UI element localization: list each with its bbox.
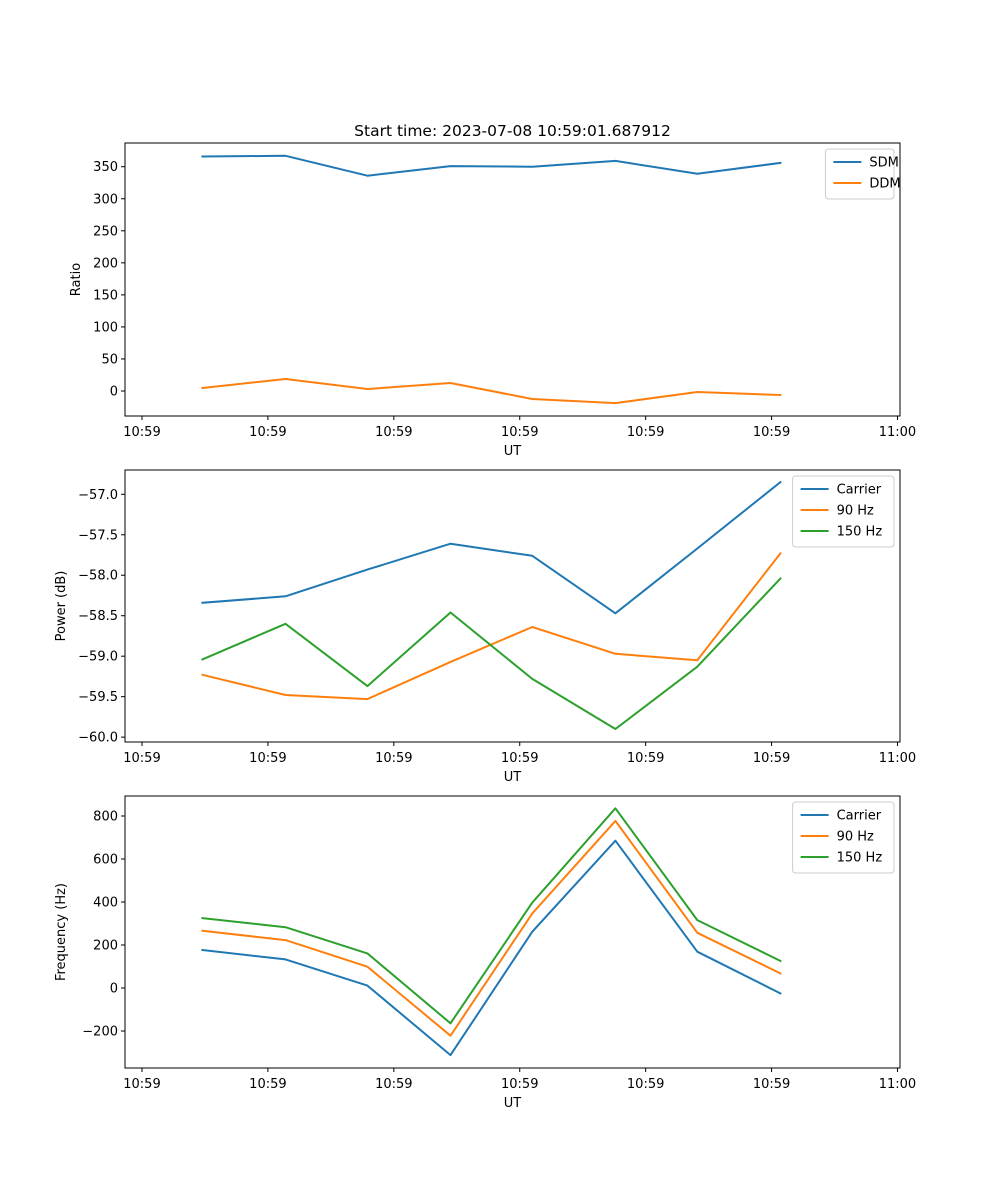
y-axis-label: Power (dB) [54, 571, 69, 642]
y-tick-label: −57.5 [78, 528, 118, 543]
y-tick-label: −57.0 [78, 488, 118, 503]
subplot-2: 10:59 10:59 10:59 10:59 10:59 10:59 11:00 −60.0… [54, 469, 916, 785]
series-line-150-hz [201, 807, 782, 1025]
x-tick-label: 10:59 [501, 1077, 538, 1092]
y-tick-label: −58.0 [78, 569, 118, 584]
x-tick-label: 10:59 [753, 425, 790, 440]
y-tick-label: 800 [93, 809, 118, 824]
x-axis-label: UT [504, 1096, 522, 1111]
x-tick-label: 10:59 [123, 425, 160, 440]
x-tick-label: 10:59 [501, 425, 538, 440]
y-tick-label: 150 [93, 288, 118, 303]
legend-box [792, 801, 895, 874]
y-tick-label: −59.0 [78, 650, 118, 665]
series-line-150-hz [201, 577, 782, 730]
x-tick-label: 10:59 [627, 1077, 664, 1092]
axes-frame [124, 469, 901, 743]
x-tick-label: 10:59 [249, 425, 286, 440]
legend-label: 150 Hz [837, 851, 883, 866]
y-tick-label: −58.5 [78, 609, 118, 624]
axes-frame [124, 795, 901, 1069]
legend: SDM DDM [824, 148, 901, 200]
y-tick-label: 50 [101, 352, 118, 367]
y-tick-label: 200 [93, 256, 118, 271]
subplot-3: 10:59 10:59 10:59 10:59 10:59 10:59 11:00 −200 0… [54, 795, 916, 1111]
y-tick-label: −60.0 [78, 731, 118, 746]
x-tick-label: 10:59 [753, 751, 790, 766]
y-tick-label: 600 [93, 853, 118, 868]
x-tick-label: 10:59 [627, 751, 664, 766]
x-tick-label: 10:59 [123, 751, 160, 766]
x-tick-label: 10:59 [375, 425, 412, 440]
y-tick-label: −200 [82, 1025, 118, 1040]
series-line-carrier [201, 480, 782, 615]
y-tick-label: 350 [93, 160, 118, 175]
series-line-sdm [201, 154, 782, 177]
legend-label: 150 Hz [837, 525, 883, 540]
x-tick-label: 11:00 [879, 751, 916, 766]
axes-frame [124, 142, 901, 417]
series-line-carrier [201, 839, 782, 1057]
chart-title: Start time: 2023-07-08 10:59:01.687912 [354, 122, 671, 140]
y-tick-label: 200 [93, 939, 118, 954]
y-tick-label: 100 [93, 320, 118, 335]
y-axis-label: Frequency (Hz) [54, 883, 69, 981]
y-tick-label: 300 [93, 192, 118, 207]
x-axis-label: UT [504, 444, 522, 459]
x-tick-label: 10:59 [627, 425, 664, 440]
x-tick-label: 10:59 [753, 1077, 790, 1092]
series-line-ddm [201, 378, 782, 405]
legend-label: 90 Hz [837, 830, 874, 845]
x-tick-label: 11:00 [879, 1077, 916, 1092]
x-tick-label: 10:59 [123, 1077, 160, 1092]
x-tick-label: 10:59 [249, 751, 286, 766]
legend-label: Carrier [837, 809, 882, 824]
legend: Carrier 90 Hz 150 Hz [792, 475, 895, 548]
subplot-1: 10:59 10:59 10:59 10:59 10:59 10:59 11:00 0 50 10… [69, 142, 916, 459]
legend-box [792, 475, 895, 548]
y-tick-label: 400 [93, 896, 118, 911]
y-tick-label: 0 [110, 982, 118, 997]
legend-label: 90 Hz [837, 504, 874, 519]
y-tick-label: −59.5 [78, 690, 118, 705]
y-tick-label: 250 [93, 224, 118, 239]
x-tick-label: 10:59 [375, 751, 412, 766]
y-tick-label: 0 [110, 385, 118, 400]
series-line-90-hz [201, 819, 782, 1037]
legend: Carrier 90 Hz 150 Hz [792, 801, 895, 874]
x-tick-label: 11:00 [879, 425, 916, 440]
x-tick-label: 10:59 [501, 751, 538, 766]
x-tick-label: 10:59 [249, 1077, 286, 1092]
x-tick-label: 10:59 [375, 1077, 412, 1092]
legend-label: Carrier [837, 483, 882, 498]
x-axis-label: UT [504, 770, 522, 785]
y-axis-label: Ratio [69, 263, 84, 296]
legend-label: SDM [869, 156, 898, 171]
legend-label: DDM [869, 177, 900, 192]
